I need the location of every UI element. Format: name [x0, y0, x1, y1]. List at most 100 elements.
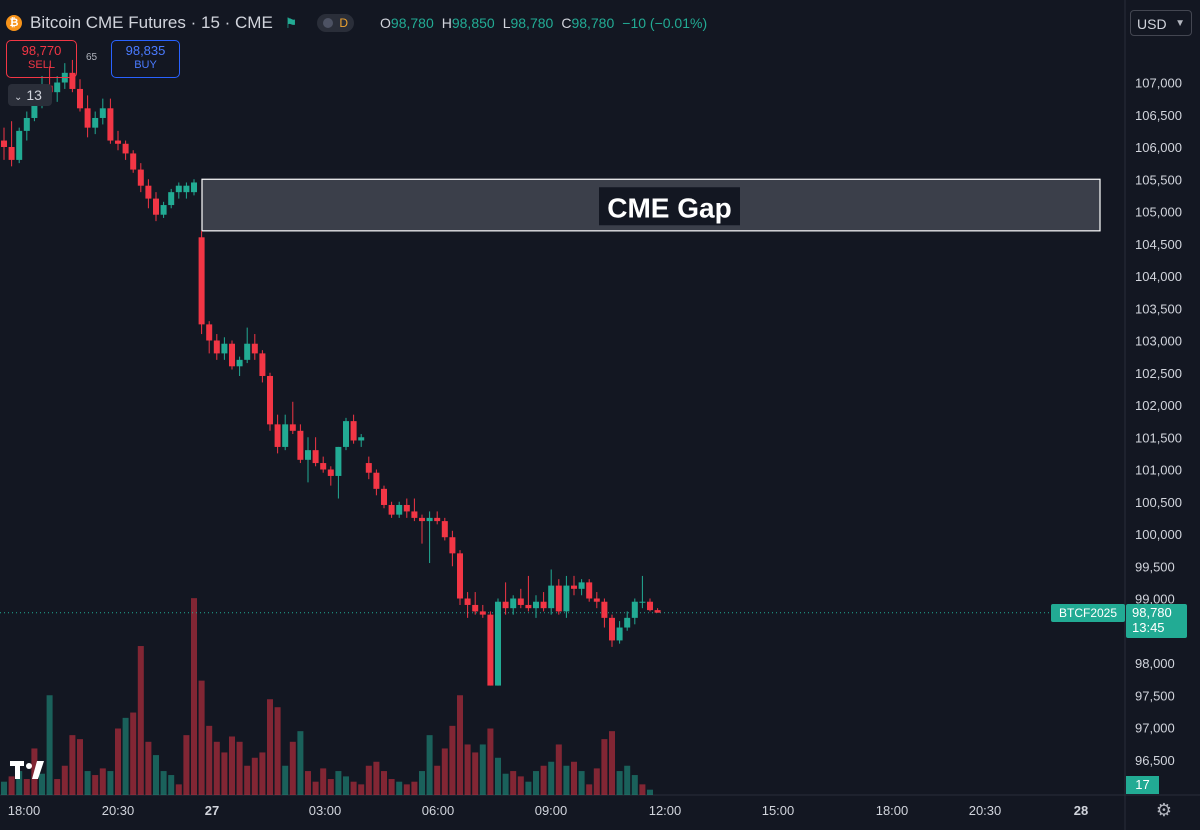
- volume-bar: [464, 744, 471, 795]
- candle-body: [441, 521, 448, 538]
- volume-bar: [457, 695, 463, 795]
- y-tick-label: 104,500: [1135, 237, 1182, 252]
- candle-body: [23, 117, 30, 131]
- currency-value: USD: [1137, 16, 1167, 32]
- candle-body: [251, 343, 258, 354]
- volume-bar: [373, 761, 380, 795]
- currency-select[interactable]: USD ▼: [1130, 10, 1192, 36]
- x-tick-label: 12:00: [649, 803, 682, 818]
- candle-body: [540, 601, 547, 609]
- status-dot-icon: [323, 18, 334, 28]
- sell-label: SELL: [28, 59, 55, 71]
- volume-bar: [472, 752, 479, 795]
- candle-body: [122, 143, 129, 154]
- y-tick-label: 106,000: [1135, 140, 1182, 155]
- candle-body: [206, 324, 213, 341]
- volume-bar: [312, 781, 319, 795]
- candle-body: [350, 421, 357, 441]
- y-tick-label: 103,000: [1135, 334, 1182, 349]
- y-tick-label: 102,000: [1135, 398, 1182, 413]
- x-tick-label: 18:00: [8, 803, 41, 818]
- y-tick-label: 105,500: [1135, 172, 1182, 187]
- candle-body: [464, 598, 471, 605]
- y-tick-label: 99,000: [1135, 592, 1175, 607]
- candle-body: [54, 82, 61, 93]
- volume-bar: [69, 735, 76, 795]
- volume-bar: [130, 712, 137, 795]
- buy-button[interactable]: 98,835 BUY: [111, 40, 180, 78]
- settings-gear-icon[interactable]: ⚙: [1155, 800, 1173, 820]
- volume-bar: [616, 771, 623, 795]
- candle-body: [115, 140, 121, 144]
- volume-bar: [434, 765, 441, 795]
- candle-body: [289, 424, 296, 431]
- volume-bar: [525, 781, 532, 795]
- candle-body: [107, 108, 114, 141]
- sell-button[interactable]: 98,770 SELL: [6, 40, 77, 78]
- volume-bar: [327, 779, 334, 795]
- volume-bar: [609, 731, 615, 795]
- x-tick-label: 09:00: [535, 803, 568, 818]
- candle-body: [434, 517, 441, 522]
- candle-body: [84, 108, 91, 128]
- volume-bar: [54, 779, 61, 795]
- candle-body: [320, 463, 327, 470]
- candle-body: [244, 343, 251, 360]
- y-tick-label: 97,500: [1135, 688, 1175, 703]
- candle-body: [495, 601, 501, 686]
- volume-bar: [46, 695, 53, 795]
- candle-body: [153, 198, 159, 215]
- volume-bar: [39, 773, 45, 795]
- candle-body: [487, 614, 494, 686]
- volume-bar: [563, 765, 570, 795]
- volume-bar: [320, 768, 327, 795]
- chevron-down-icon: ⌄: [14, 92, 23, 103]
- candle-body: [16, 130, 23, 160]
- candle-body: [168, 192, 175, 206]
- tradingview-logo-icon[interactable]: [10, 761, 44, 779]
- volume-bar: [145, 741, 152, 795]
- volume-bar: [168, 775, 175, 795]
- y-tick-label: 104,000: [1135, 269, 1182, 284]
- y-tick-label: 100,000: [1135, 527, 1182, 542]
- volume-bar: [624, 765, 631, 795]
- volume-bar: [198, 680, 205, 795]
- candle-body: [631, 601, 638, 618]
- sell-price: 98,770: [21, 43, 62, 58]
- candle-body: [403, 504, 410, 512]
- volume-bar: [16, 771, 23, 795]
- x-tick-label: 18:00: [876, 803, 909, 818]
- symbol-title[interactable]: Bitcoin CME Futures · 15 · CME: [30, 13, 273, 32]
- candle-body: [411, 511, 418, 518]
- market-status-pill[interactable]: D: [317, 14, 355, 32]
- flag-icon[interactable]: ⚑: [284, 14, 298, 31]
- candle-body: [555, 585, 562, 612]
- volume-bar: [77, 739, 83, 795]
- volume-bar: [502, 773, 509, 795]
- candle-body: [1, 140, 7, 147]
- volume-bar: [213, 741, 220, 795]
- volume-bar: [137, 646, 144, 795]
- y-tick-label: 97,000: [1135, 721, 1175, 736]
- candle-body: [259, 353, 266, 376]
- volume-bar: [396, 781, 403, 795]
- y-tick-label: 103,500: [1135, 301, 1182, 316]
- candle-body: [571, 585, 577, 589]
- indicators-toggle[interactable]: ⌄ 13: [8, 84, 52, 106]
- volume-bar: [426, 735, 433, 795]
- volume-bar: [8, 776, 15, 795]
- volume-bar: [1, 781, 7, 795]
- volume-bar: [411, 781, 418, 795]
- volume-bar: [540, 765, 547, 795]
- candle-body: [312, 450, 319, 464]
- volume-bar: [92, 775, 99, 795]
- candle-body: [335, 446, 342, 476]
- candle-body: [624, 617, 631, 628]
- volume-bar: [510, 771, 517, 795]
- volume-bar: [487, 728, 494, 795]
- candle-body: [191, 182, 197, 193]
- candle-body: [31, 98, 38, 118]
- y-tick-label: 106,500: [1135, 108, 1182, 123]
- volume-bar: [350, 781, 357, 795]
